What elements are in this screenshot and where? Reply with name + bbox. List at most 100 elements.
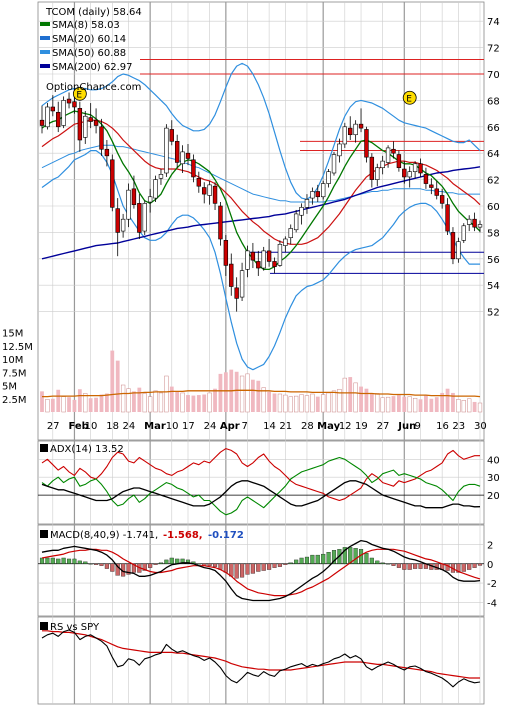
x-tick-label: May (317, 421, 340, 432)
x-tick-label: 10 (85, 421, 98, 432)
volume-bar (461, 400, 466, 413)
candle (142, 203, 147, 232)
macd-histogram-bar (369, 557, 374, 564)
candle (164, 127, 169, 174)
macd-histogram-bar (207, 563, 212, 566)
volume-bar (424, 395, 428, 412)
volume-bar (359, 386, 363, 412)
candle (364, 129, 369, 158)
candle (93, 119, 99, 126)
volume-bar (148, 396, 153, 413)
candle (375, 167, 380, 180)
candle (461, 225, 466, 241)
macd-histogram-bar (234, 563, 239, 579)
volume-bar (256, 380, 261, 412)
candle (234, 287, 239, 299)
macd-histogram-bar (386, 563, 391, 565)
macd-histogram-bar (364, 552, 369, 564)
x-tick-label: 9 (415, 421, 421, 432)
volume-bar (429, 398, 434, 412)
volume-bar (158, 392, 164, 413)
x-tick-label: Jun (397, 421, 416, 432)
candle (277, 243, 283, 266)
macd-histogram-bar (277, 563, 282, 567)
macd-histogram-bar (83, 561, 88, 564)
volume-tick-label: 5M (2, 382, 17, 393)
macd-histogram-bar (331, 550, 337, 564)
adx-tick-label: 30 (487, 473, 500, 484)
x-tick-label: 27 (377, 421, 390, 432)
sma8-line (41, 110, 481, 271)
candle (391, 148, 396, 154)
volume-bar (445, 388, 450, 412)
volume-bar (72, 399, 77, 412)
macd-histogram-bar (240, 563, 245, 578)
volume-bar (467, 398, 472, 413)
macd-histogram-bar (407, 563, 412, 570)
macd-histogram-bar (375, 560, 380, 564)
volume-bar (342, 377, 347, 413)
volume-bar (477, 402, 483, 413)
price-tick-label: 58 (487, 228, 500, 239)
x-tick-label: Apr (220, 421, 240, 432)
macd-histogram-bar (315, 554, 320, 564)
watermark: OptionChance.com (46, 82, 141, 93)
macd-histogram-bar (321, 553, 326, 564)
macd-histogram-bar (283, 563, 288, 565)
volume-bar (83, 393, 88, 413)
volume-average-line (42, 389, 481, 398)
macd-histogram-bar (212, 563, 218, 567)
candle (72, 101, 77, 108)
x-tick-label: 23 (452, 421, 465, 432)
candle (293, 213, 299, 231)
volume-bar (412, 397, 418, 413)
earnings-marker-label: E (406, 94, 412, 104)
price-tick-label: 60 (487, 202, 500, 213)
price-tick-label: 54 (487, 281, 500, 292)
macd-line (41, 539, 481, 602)
price-tick-label: 62 (487, 176, 500, 187)
candle (45, 106, 50, 128)
volume-bar (132, 391, 136, 412)
macd-hist-value: -0.172 (208, 530, 244, 541)
macd-histogram-bar (39, 557, 45, 564)
candle (115, 208, 120, 233)
volume-bar (288, 396, 293, 413)
macd-histogram-bar (185, 559, 191, 564)
volume-bar (299, 394, 304, 413)
earnings-marker (402, 90, 417, 105)
candle (77, 108, 83, 141)
volume-bar (50, 398, 55, 412)
volume-bar (77, 389, 82, 412)
candle (174, 141, 180, 163)
volume-bar (202, 394, 207, 412)
volume-bar (94, 397, 98, 412)
volume-bar (348, 377, 353, 412)
macd-histogram-bar (50, 557, 55, 564)
macd-histogram-bar (148, 563, 153, 568)
candle (202, 187, 207, 195)
volume-bar (110, 350, 115, 412)
volume-bar (164, 375, 169, 413)
candle (88, 117, 93, 122)
bollinger-lower-line (41, 150, 480, 371)
candle (39, 119, 45, 126)
macd-histogram-bar (256, 563, 261, 572)
candle (83, 115, 88, 138)
candle (304, 199, 310, 208)
volume-bar (61, 396, 66, 413)
adx-tick-label: 40 (487, 455, 500, 466)
candle (315, 191, 320, 198)
volume-bar (472, 401, 477, 412)
price-tick-label: 52 (487, 308, 500, 319)
macd-histogram-bar (104, 563, 109, 569)
candle (326, 171, 331, 184)
candle (137, 203, 142, 233)
candle (402, 168, 407, 178)
x-tick-label: 19 (355, 421, 368, 432)
candle (169, 129, 174, 142)
macd-histogram-bar (267, 563, 272, 570)
macd-tick-label: -4 (487, 598, 497, 609)
candle (120, 218, 126, 232)
